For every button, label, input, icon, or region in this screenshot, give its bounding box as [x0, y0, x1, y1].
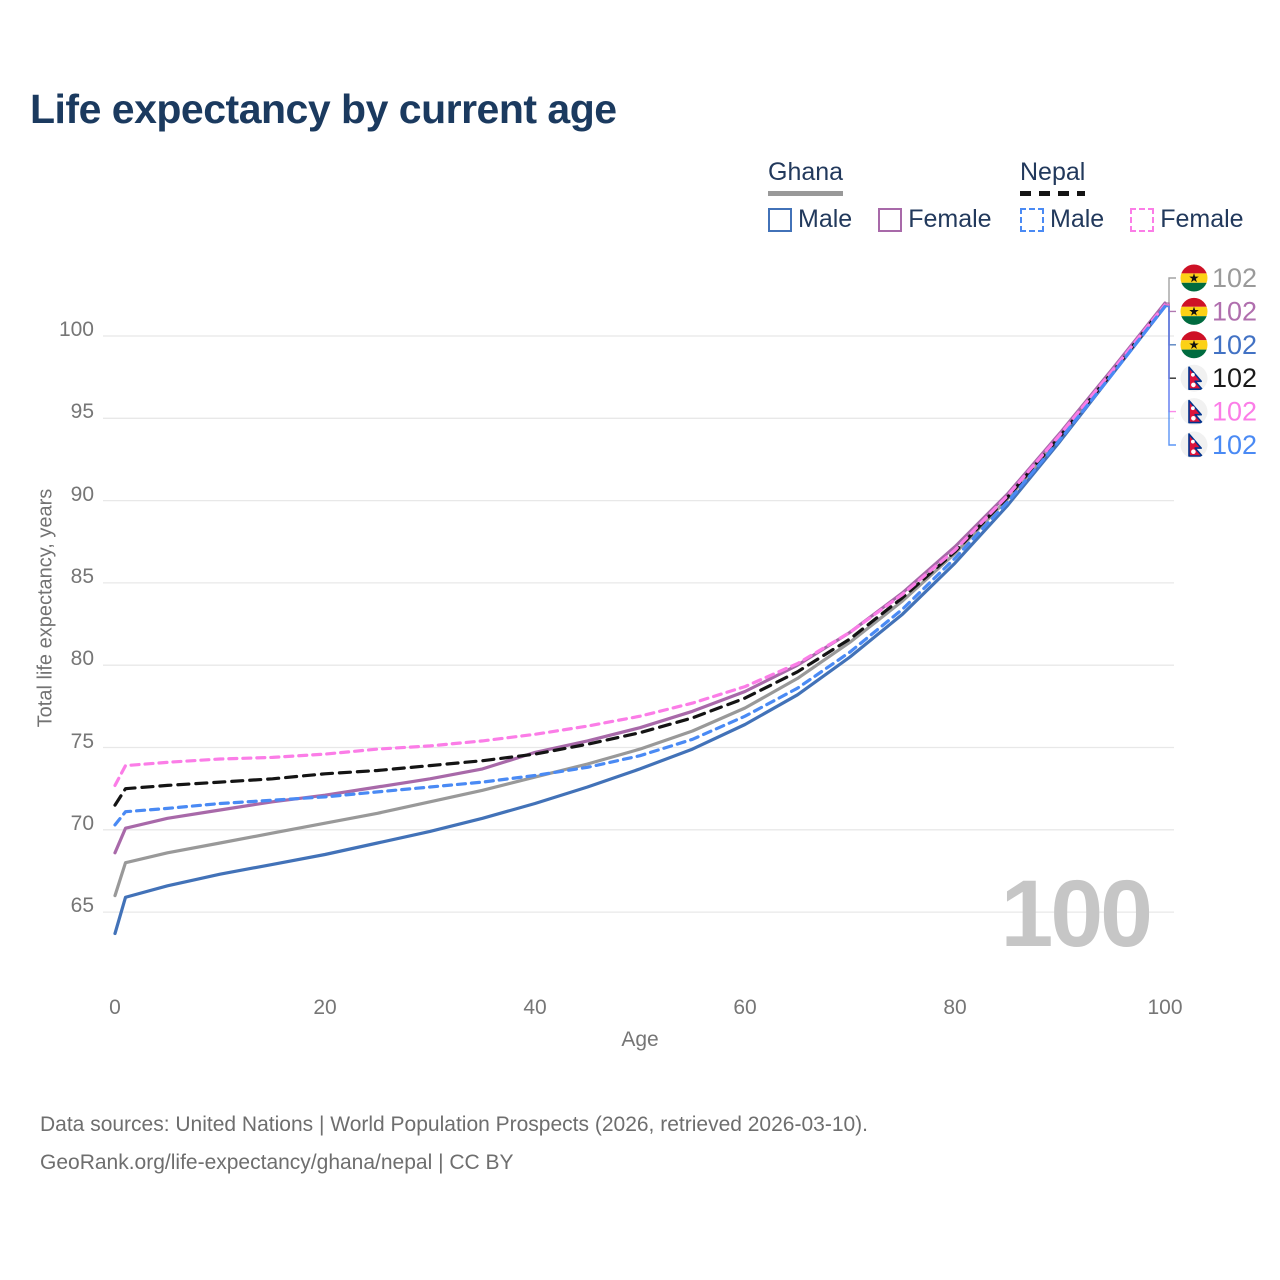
gridlines [103, 335, 1174, 913]
ghana-line-swatch [768, 191, 843, 196]
leader-line [1165, 304, 1176, 379]
series-line-ghana-female[interactable] [113, 301, 1167, 855]
y-tick-75: 75 [70, 729, 94, 753]
y-tick-65: 65 [70, 894, 94, 918]
leader-line [1165, 305, 1176, 346]
legend-label-ghana-female[interactable]: Female [908, 205, 992, 233]
y-tick-95: 95 [70, 400, 94, 424]
chart-title: Life expectancy by current age [30, 86, 617, 132]
hover-age-watermark: 100 [1000, 861, 1150, 967]
legend-items: Male Female [1020, 205, 1270, 234]
y-tick-80: 80 [70, 647, 94, 671]
legend-swatch-nepal-male[interactable] [1020, 207, 1044, 232]
end-label-nepal-male[interactable]: 102 [1165, 305, 1257, 460]
legend-group-ghana: Ghana Male Female [768, 158, 1018, 234]
ghana-flag-icon [1180, 331, 1208, 359]
end-value-nepal-female: 102 [1212, 397, 1257, 427]
end-value-ghana-female: 102 [1212, 296, 1257, 326]
nepal-flag-icon [1180, 431, 1208, 459]
leader-line [1165, 277, 1176, 306]
legend-label-nepal-male[interactable]: Male [1050, 205, 1105, 233]
ghana-flag-icon [1180, 264, 1208, 292]
legend-swatch-ghana-male[interactable] [768, 207, 792, 232]
series-line-nepal-both[interactable] [113, 303, 1167, 807]
series-line-nepal-male[interactable] [113, 304, 1167, 827]
series-line-ghana-both[interactable] [113, 303, 1167, 898]
footer-data-sources: Data sources: United Nations | World Pop… [40, 1113, 869, 1136]
end-label-ghana-female[interactable]: 102 [1165, 296, 1257, 326]
leader-line [1165, 305, 1176, 446]
footer-attribution: GeoRank.org/life-expectancy/ghana/nepal … [40, 1151, 514, 1174]
legend-group-title-ghana[interactable]: Ghana [768, 158, 844, 186]
legend-swatch-ghana-female[interactable] [878, 207, 903, 232]
y-tick-100: 100 [58, 318, 94, 341]
legend-items: Male Female [768, 205, 1018, 234]
nepal-flag-icon [1180, 398, 1208, 426]
end-value-ghana-male: 102 [1212, 330, 1257, 360]
nepal-flag-icon [1180, 364, 1208, 392]
x-tick-20: 20 [313, 996, 337, 1019]
x-tick-40: 40 [523, 996, 547, 1019]
y-tick-85: 85 [70, 564, 94, 588]
y-tick-90: 90 [70, 482, 94, 506]
series-lines [113, 301, 1167, 936]
ghana-flag-icon [1180, 297, 1208, 325]
series-line-nepal-female[interactable] [113, 303, 1167, 787]
x-tick-100: 100 [1147, 996, 1183, 1019]
end-value-ghana-both: 102 [1212, 263, 1257, 293]
end-value-nepal-male: 102 [1212, 430, 1257, 460]
x-axis-title: Age [621, 1028, 659, 1051]
series-line-ghana-male[interactable] [113, 304, 1167, 936]
legend-group-nepal: Nepal Male Female [1020, 158, 1270, 234]
x-tick-80: 80 [943, 996, 967, 1019]
footer: Data sources: United Nations | World Pop… [40, 1106, 868, 1182]
nepal-line-swatch [1020, 191, 1085, 196]
legend-swatch-nepal-female[interactable] [1130, 207, 1155, 232]
legend-group-title-nepal[interactable]: Nepal [1020, 158, 1086, 186]
y-tick-70: 70 [70, 811, 94, 835]
x-tick-0: 0 [109, 996, 121, 1019]
end-value-nepal-both: 102 [1212, 363, 1257, 393]
legend-label-nepal-female[interactable]: Female [1160, 205, 1244, 233]
end-label-nepal-both[interactable]: 102 [1165, 304, 1257, 394]
x-tick-60: 60 [733, 996, 757, 1019]
leader-line [1165, 304, 1176, 413]
end-label-nepal-female[interactable]: 102 [1165, 304, 1257, 427]
legend-label-ghana-male[interactable]: Male [798, 205, 853, 233]
